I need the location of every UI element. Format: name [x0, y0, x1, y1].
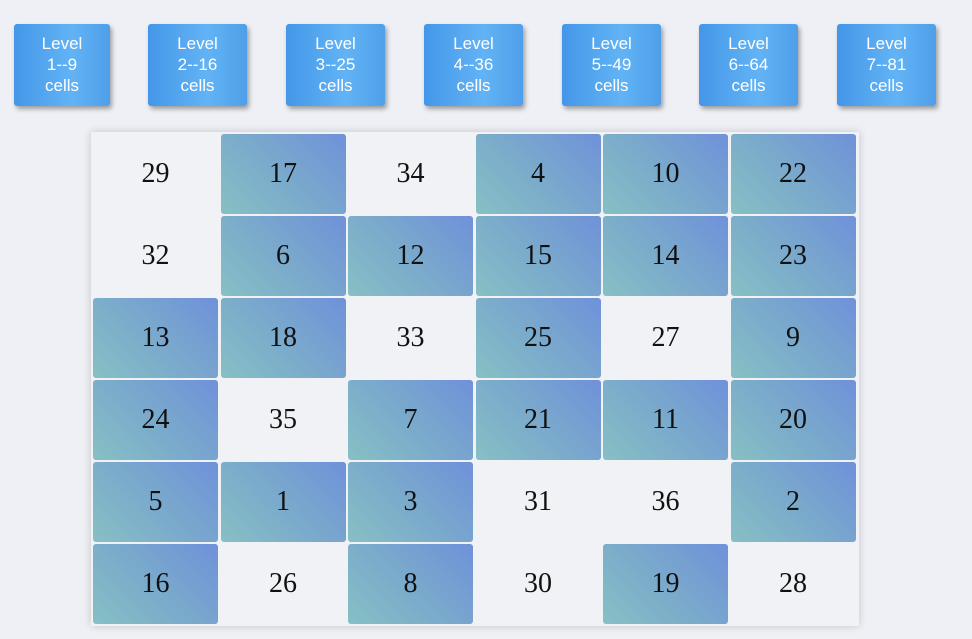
board-cell[interactable]: 10	[603, 134, 728, 214]
level-1-button[interactable]: Level 1--9 cells	[14, 24, 110, 106]
board-cell[interactable]: 28	[779, 568, 807, 599]
board-cell[interactable]: 17	[220, 134, 346, 214]
board-cell[interactable]: 30	[524, 568, 552, 599]
board-cell[interactable]: 18	[220, 298, 346, 378]
board-cell[interactable]: 22	[730, 134, 856, 214]
board-cell[interactable]: 6	[220, 216, 346, 296]
board-cell[interactable]: 7	[348, 380, 473, 460]
board-cell[interactable]: 5	[93, 462, 218, 542]
board-cell[interactable]: 13	[93, 298, 218, 378]
board-cell[interactable]: 16	[93, 544, 218, 624]
level-4-unit: cells	[456, 75, 491, 95]
level-6-button[interactable]: Level 6--64 cells	[699, 24, 798, 106]
level-6-range: 6--64	[728, 54, 769, 74]
board-cell[interactable]: 8	[348, 544, 473, 624]
board-cell[interactable]: 31	[524, 486, 552, 517]
board-cell[interactable]: 11	[603, 380, 728, 460]
board-cell[interactable]: 21	[475, 380, 601, 460]
level-5-label: Level	[591, 33, 632, 53]
puzzle-board: 29 17 34 4 10 22 32 6 12 15 14 23 13 18 33 25 27 9 24 35 7 21…	[91, 132, 859, 626]
level-3-unit: cells	[318, 75, 353, 95]
level-4-label: Level	[453, 33, 494, 53]
board-cell[interactable]: 2	[730, 462, 856, 542]
board-cell[interactable]: 33	[396, 322, 425, 353]
board-cell[interactable]: 36	[651, 486, 680, 517]
board-cell[interactable]: 9	[730, 298, 856, 378]
level-7-range: 7--81	[866, 54, 907, 74]
level-selector: Level 1--9 cells Level 2--16 cells Level…	[0, 0, 972, 120]
board-cell[interactable]: 4	[475, 134, 601, 214]
board-cell[interactable]: 15	[475, 216, 601, 296]
level-3-label: Level	[315, 33, 356, 53]
board-cell[interactable]: 29	[141, 158, 170, 189]
level-7-unit: cells	[869, 75, 904, 95]
level-1-range: 1--9	[46, 54, 78, 74]
board-cell[interactable]: 23	[730, 216, 856, 296]
level-5-range: 5--49	[591, 54, 632, 74]
level-6-unit: cells	[731, 75, 766, 95]
board-cell[interactable]: 3	[348, 462, 473, 542]
level-2-unit: cells	[180, 75, 215, 95]
board-cell[interactable]: 34	[396, 158, 425, 189]
level-6-label: Level	[728, 33, 769, 53]
board-cell[interactable]: 14	[603, 216, 728, 296]
level-2-button[interactable]: Level 2--16 cells	[148, 24, 247, 106]
level-2-label: Level	[177, 33, 218, 53]
level-7-button[interactable]: Level 7--81 cells	[837, 24, 936, 106]
board-cell[interactable]: 12	[348, 216, 473, 296]
level-4-range: 4--36	[453, 54, 494, 74]
level-1-unit: cells	[44, 75, 79, 95]
level-4-button[interactable]: Level 4--36 cells	[424, 24, 523, 106]
board-cell[interactable]: 19	[603, 544, 728, 624]
level-7-label: Level	[866, 33, 907, 53]
board-cell[interactable]: 24	[93, 380, 218, 460]
board-cell[interactable]: 35	[269, 404, 297, 435]
level-3-button[interactable]: Level 3--25 cells	[286, 24, 385, 106]
level-5-button[interactable]: Level 5--49 cells	[562, 24, 661, 106]
board-cell[interactable]: 32	[141, 240, 170, 271]
board-cell[interactable]: 27	[651, 322, 680, 353]
board-cell[interactable]: 25	[475, 298, 601, 378]
board-cell[interactable]: 20	[730, 380, 856, 460]
board-cell[interactable]: 26	[269, 568, 297, 599]
level-3-range: 3--25	[315, 54, 356, 74]
level-2-range: 2--16	[177, 54, 218, 74]
level-5-unit: cells	[594, 75, 629, 95]
level-1-label: Level	[41, 33, 83, 53]
board-cell[interactable]: 1	[220, 462, 346, 542]
